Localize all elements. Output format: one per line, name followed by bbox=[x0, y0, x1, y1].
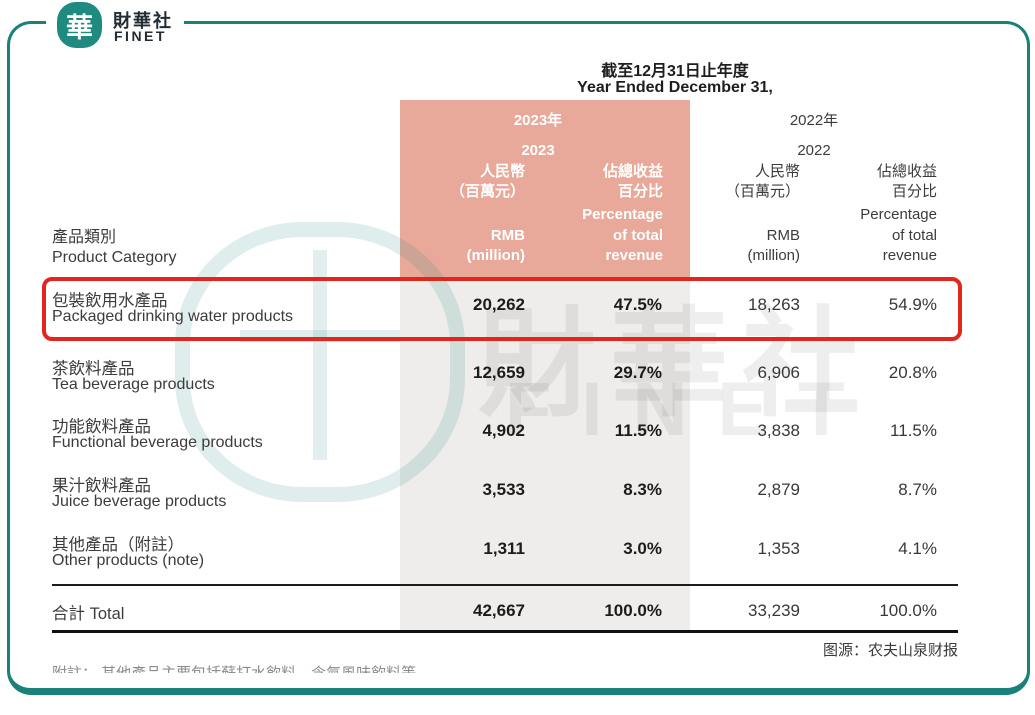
row-rmb-2022: 3,838 bbox=[757, 421, 800, 440]
header-2023-pct-en3: revenue bbox=[605, 247, 663, 264]
row-pct-2022: 4.1% bbox=[898, 539, 937, 558]
header-2023-pct-en2: of total bbox=[613, 227, 663, 244]
row-category-zh: 功能飲料產品 bbox=[52, 418, 151, 436]
row-category-en: Other products (note) bbox=[52, 552, 205, 569]
row-rmb-2022: 6,906 bbox=[757, 363, 800, 382]
row-rmb-2023: 1,311 bbox=[483, 539, 525, 558]
image-source-caption: 图源：农夫山泉财报 bbox=[822, 642, 958, 659]
header-2023-rmb-en1: RMB bbox=[490, 227, 525, 244]
row-category-en: Tea beverage products bbox=[52, 376, 215, 393]
row-pct-2022: 54.9% bbox=[888, 295, 937, 314]
row-category-en: Juice beverage products bbox=[52, 493, 227, 510]
highlight-box-packaged-water-row bbox=[42, 277, 962, 341]
row-rmb-2023: 3,533 bbox=[482, 480, 525, 499]
clipped-footnote: 附註： 其他產品主要包括蘇打水飲料、含氣風味飲料等 bbox=[52, 662, 932, 673]
row-rmb-2022: 18,263 bbox=[748, 295, 800, 314]
finet-logo-glyph: 華 bbox=[66, 12, 93, 44]
category-column-header-en: Product Category bbox=[52, 249, 177, 266]
header-2023-rmb-zh1: 人民幣 bbox=[479, 163, 525, 180]
header-2022-rmb-en1: RMB bbox=[766, 227, 800, 244]
row-category-zh: 包裝飲用水產品 bbox=[52, 292, 168, 310]
row-category-en: Packaged drinking water products bbox=[52, 308, 294, 325]
row-category-zh: 其他產品（附註） bbox=[52, 536, 184, 554]
brand-name-en: FINET bbox=[114, 28, 167, 44]
total-rmb-2022: 33,239 bbox=[748, 601, 800, 620]
total-row-top-rule bbox=[52, 584, 958, 586]
header-2022-pct-zh1: 佔總收益 bbox=[876, 163, 937, 180]
header-2022-rmb-zh2: （百萬元） bbox=[724, 183, 800, 200]
header-2022-pct-en1: Percentage bbox=[860, 206, 937, 223]
table-title-en: Year Ended December 31, bbox=[577, 79, 773, 96]
row-rmb-2022: 1,353 bbox=[757, 539, 800, 558]
row-pct-2023: 29.7% bbox=[613, 363, 662, 382]
table-bottom-rule bbox=[52, 630, 958, 633]
header-2023-pct-en1: Percentage bbox=[582, 206, 663, 223]
header-2022-year-zh: 2022年 bbox=[789, 112, 839, 129]
row-pct-2022: 11.5% bbox=[890, 421, 937, 440]
watermark-text-en: FINET bbox=[505, 367, 875, 452]
total-label: 合計 Total bbox=[52, 605, 125, 623]
row-pct-2023: 11.5% bbox=[614, 421, 662, 440]
header-2022-pct-zh2: 百分比 bbox=[891, 183, 937, 200]
page-frame-border bbox=[7, 21, 1030, 695]
header-2023-pct-zh1: 佔總收益 bbox=[602, 163, 663, 180]
watermark-text-zh: 財華社 bbox=[478, 299, 875, 431]
row-pct-2023: 3.0% bbox=[623, 539, 662, 558]
row-category-zh: 果汁飲料產品 bbox=[52, 477, 151, 495]
row-pct-2023: 8.3% bbox=[623, 480, 662, 499]
table-title-zh: 截至12月31日止年度 bbox=[601, 63, 749, 80]
header-2023-year-zh: 2023年 bbox=[513, 112, 563, 129]
row-rmb-2022: 2,879 bbox=[757, 480, 800, 499]
row-rmb-2023: 4,902 bbox=[482, 421, 525, 440]
row-pct-2022: 8.7% bbox=[898, 480, 937, 499]
brand-name-zh: 財華社 bbox=[113, 11, 173, 31]
finet-logo: 華 bbox=[57, 2, 102, 48]
row-pct-2022: 20.8% bbox=[888, 363, 937, 382]
column-2023-header-background bbox=[400, 100, 690, 278]
total-pct-2022: 100.0% bbox=[879, 601, 937, 620]
watermark-seal-stroke-vertical bbox=[313, 250, 327, 460]
total-pct-2023: 100.0% bbox=[604, 601, 662, 620]
row-category-en: Functional beverage products bbox=[52, 434, 263, 451]
header-2022-year: 2022 bbox=[797, 142, 831, 159]
row-category-zh: 茶飲料產品 bbox=[52, 360, 135, 378]
total-rmb-2023: 42,667 bbox=[473, 601, 525, 620]
header-2023-pct-zh2: 百分比 bbox=[617, 183, 663, 200]
header-2023-year: 2023 bbox=[521, 142, 555, 159]
header-2022-rmb-en2: (million) bbox=[747, 247, 801, 264]
row-pct-2023: 47.5% bbox=[613, 295, 662, 314]
header-2023-rmb-zh2: （百萬元） bbox=[449, 183, 525, 200]
category-column-header-zh: 產品類別 bbox=[52, 229, 117, 246]
header-2022-rmb-zh1: 人民幣 bbox=[754, 163, 800, 180]
header-2022-pct-en3: revenue bbox=[882, 247, 937, 264]
row-rmb-2023: 20,262 bbox=[473, 295, 525, 314]
header-2022-pct-en2: of total bbox=[891, 227, 937, 244]
row-rmb-2023: 12,659 bbox=[473, 363, 525, 382]
header-2023-rmb-en2: (million) bbox=[466, 247, 525, 264]
